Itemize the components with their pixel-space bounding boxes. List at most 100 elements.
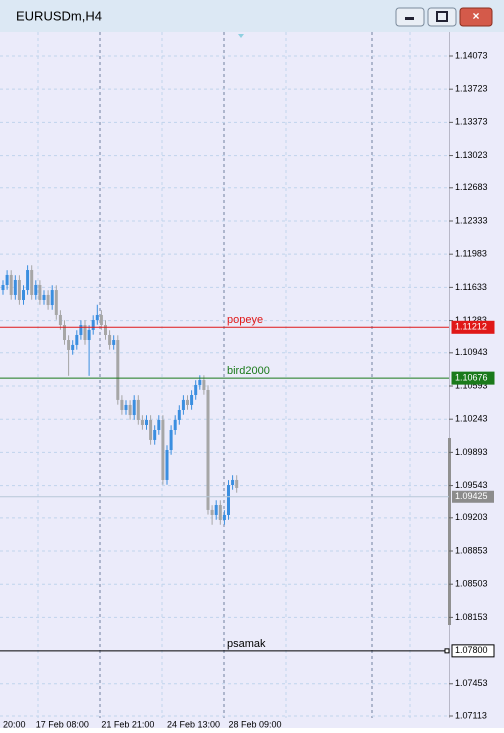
candle-body [54,290,58,315]
y-tick-label: 1.08853 [455,545,488,555]
x-tick-label: 20:00 [3,719,26,728]
h-line-handle [444,648,450,654]
h-line-label: 1.07800 [455,645,488,655]
candle-body [83,325,87,341]
candle-body [124,404,128,410]
candle-body [5,274,9,286]
candle-body [214,505,218,515]
y-tick-label: 1.09543 [455,480,488,490]
candle-body [63,325,66,341]
candle-body [71,344,75,350]
candle-body [26,270,30,291]
candle-body [99,314,103,326]
candle-body [50,290,54,306]
candle-body [132,399,136,416]
candle-body [136,399,140,420]
candle-body [116,340,120,400]
y-tick-label: 1.10243 [455,414,488,424]
candle-body [231,479,235,486]
candle-body [34,285,38,295]
candle-body [145,419,148,425]
candle-body [161,419,165,480]
candle-body [218,505,222,520]
candle-body [153,430,157,440]
y-tick-label: 1.09893 [455,447,488,457]
candle-body [157,419,161,431]
y-tick-label: 1.13023 [455,150,488,160]
candle-body [198,380,202,385]
candle-body [108,334,112,345]
y-tick-label: 1.11983 [455,249,487,259]
candle-body [87,329,91,341]
close-button[interactable] [459,7,493,27]
y-tick-label: 1.13723 [455,84,488,94]
y-tick-label: 1.10943 [455,347,488,357]
chart-area [0,32,504,728]
candle-body [140,419,144,425]
candle-body [22,290,25,300]
h-line-label: 1.11212 [455,322,487,332]
h-line-box [451,371,495,385]
candle-body [75,334,79,345]
y-tick-label: 1.10593 [455,380,488,390]
candle-body [17,279,21,300]
minimize-icon [405,17,414,20]
candle-body [181,399,185,410]
candle-body [95,314,99,320]
candle-body [120,399,124,410]
y-tick-label: 1.14073 [455,50,488,60]
candle-body [91,319,95,330]
y-tick-label: 1.12683 [455,182,488,192]
h-line-name: bird2000 [227,365,270,377]
vgrid [37,32,411,718]
candle-body [222,514,226,520]
candle-body [9,274,13,295]
candle-body [1,285,5,291]
candle-body [194,384,198,396]
candle-body [235,479,239,488]
y-tick-label: 1.08503 [455,579,488,589]
y-tick-label: 1.13373 [455,117,488,127]
candle-body [227,485,230,515]
bid-box [452,490,494,503]
candle-body [42,294,46,300]
candle-body [206,389,210,510]
candle-body [149,419,153,440]
candle-body [58,314,62,326]
close-icon: × [472,9,479,23]
x-tick-label: 17 Feb 08:00 [36,719,89,728]
candle-body [38,285,42,300]
separators [99,32,373,718]
candle-body [79,325,83,335]
window-title: EURUSDm,H4 [16,8,102,23]
restore-icon [436,11,448,22]
candle-body [67,340,71,350]
y-tick-label: 1.11283 [455,315,487,325]
candle-body [112,340,116,345]
candle-body [190,395,194,405]
h-line-box [451,320,495,334]
y-tick-label: 1.07113 [455,710,487,720]
y-tick-label: 1.12333 [455,215,488,225]
y-tick-label: 1.11633 [455,282,487,292]
candle-body [30,270,34,295]
candle-body [104,325,107,335]
candle-body [13,279,17,295]
h-line-name: popeye [227,314,263,326]
bid-label: 1.09425 [455,491,488,501]
window-buttons: × [395,7,493,27]
y-tick-label: 1.09203 [455,512,488,522]
candle-body [46,294,50,306]
h-line-box [451,644,495,658]
x-tick-label: 24 Feb 13:00 [167,719,220,728]
candle-body [186,399,189,405]
candle-body [128,404,132,416]
restore-button[interactable] [427,7,457,27]
y-tick-label: 1.07453 [455,678,488,688]
candle-body [173,419,177,431]
x-tick-label: 28 Feb 09:00 [229,719,282,728]
candle-body [165,450,169,480]
candle-body [169,430,173,451]
